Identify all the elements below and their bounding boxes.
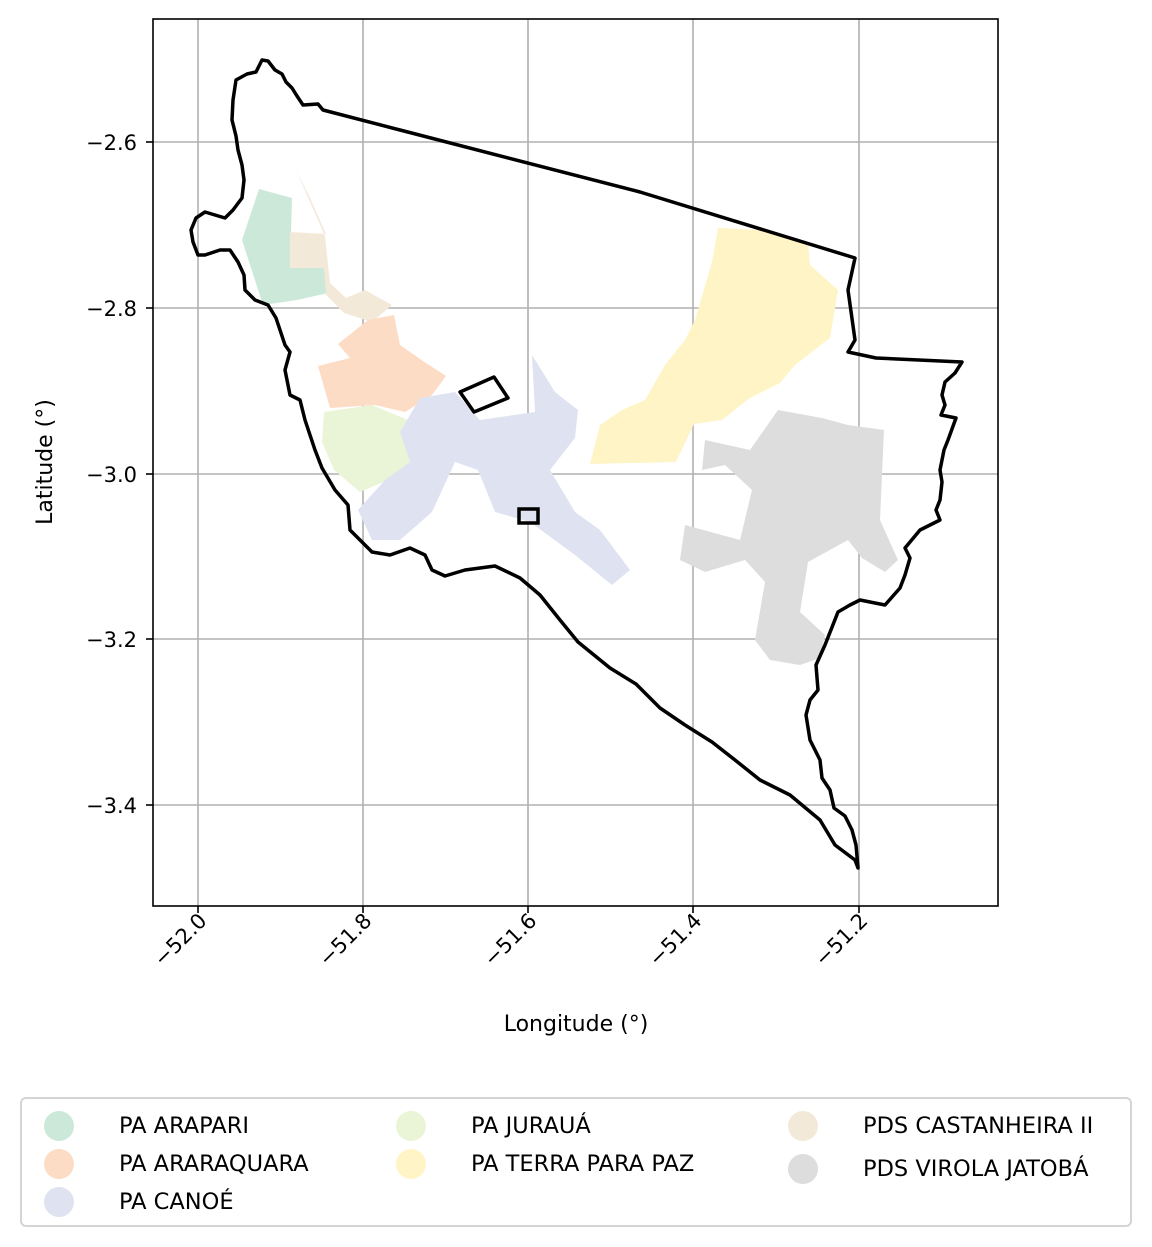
legend-item: PA JURAUÁ	[396, 1109, 591, 1143]
area-pa-jurauá	[322, 405, 415, 492]
legend-label: PA ARARAQUARA	[119, 1151, 309, 1177]
plot-frame	[152, 18, 999, 907]
municipality-boundary	[189, 58, 964, 870]
legend-label: PDS CASTANHEIRA II	[863, 1113, 1094, 1139]
legend-marker	[44, 1111, 74, 1141]
x-tick-label: −51.6	[479, 909, 541, 971]
enclave-boundary-north	[458, 375, 510, 414]
settlement-areas	[242, 170, 898, 665]
tick-marks	[146, 141, 860, 913]
map-figure: −2.6 −2.8 −3.0 −3.2 −3.4 −52.0 −51.8 −51…	[33, 18, 999, 1037]
legend-marker	[788, 1154, 818, 1184]
area-pa-canoé	[358, 355, 630, 585]
x-tick-label: −51.8	[314, 909, 376, 971]
y-tick-label: −3.4	[86, 794, 137, 818]
area-pa-terra-para-paz	[590, 228, 838, 464]
x-tick-label: −51.2	[810, 909, 872, 971]
enclave-boundary-south	[517, 507, 540, 525]
legend: PA ARAPARI PA ARARAQUARA PA CANOÉ PA JUR…	[20, 1097, 1132, 1227]
x-tick-label: −51.4	[644, 909, 706, 971]
legend-item: PA ARAPARI	[44, 1109, 249, 1143]
legend-label: PA TERRA PARA PAZ	[471, 1151, 695, 1177]
y-tick-label: −2.8	[86, 297, 137, 321]
legend-marker	[44, 1149, 74, 1179]
x-axis-title: Longitude (°)	[504, 1012, 649, 1037]
legend-item: PA TERRA PARA PAZ	[396, 1147, 694, 1181]
legend-label: PA CANOÉ	[119, 1189, 234, 1215]
legend-item: PDS CASTANHEIRA II	[788, 1109, 1093, 1143]
y-tick-label: −3.2	[86, 628, 137, 652]
area-pds-castanheira-ii	[290, 170, 392, 322]
y-tick-label: −3.0	[86, 463, 137, 487]
area-pa-araraquara	[318, 315, 446, 412]
legend-label: PA JURAUÁ	[471, 1113, 591, 1139]
y-axis-title: Latitude (°)	[33, 399, 58, 525]
legend-item: PA CANOÉ	[44, 1185, 234, 1219]
legend-item: PDS VIROLA JATOBÁ	[788, 1152, 1088, 1186]
y-tick-label: −2.6	[86, 131, 137, 155]
x-tick-label: −52.0	[149, 909, 211, 971]
legend-marker	[396, 1111, 426, 1141]
legend-label: PA ARAPARI	[119, 1113, 249, 1139]
area-pa-arapari	[242, 189, 328, 305]
legend-marker	[396, 1149, 426, 1179]
legend-item: PA ARARAQUARA	[44, 1147, 309, 1181]
area-pds-virola-jatobá	[680, 410, 898, 665]
legend-marker	[788, 1111, 818, 1141]
legend-label: PDS VIROLA JATOBÁ	[863, 1156, 1089, 1182]
legend-marker	[44, 1187, 74, 1217]
